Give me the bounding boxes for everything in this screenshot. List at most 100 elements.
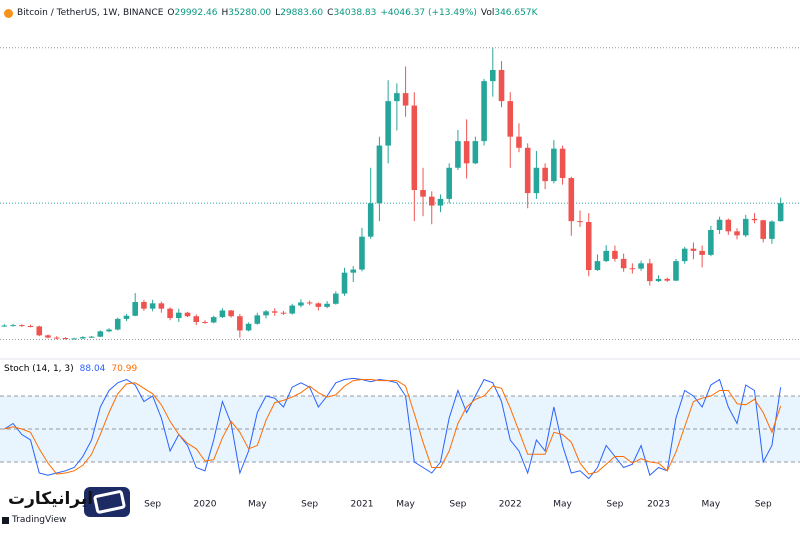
stoch-legend: Stoch (14, 1, 3) 88.04 70.99 [4,364,137,374]
candle-body [559,148,566,178]
candle-body [280,312,287,314]
stoch-value: 70.99 [111,364,138,374]
candle-body [681,248,688,262]
candle-body [472,141,479,164]
candle-body [742,218,749,236]
candle-body [289,305,295,314]
tv-logo [2,517,9,524]
candle-body [629,268,636,270]
volume-value: 346.657K [494,8,538,18]
x-tick-label: 2020 [194,500,217,510]
ohlc-stat: H35280.00 [221,8,271,18]
candle-body [734,231,740,236]
candles [1,47,784,340]
candle-body [507,101,514,137]
candle-body [62,338,69,339]
candle-body [516,136,522,148]
candle-body [333,293,339,304]
candle-body [751,218,758,221]
x-tick-label: May [553,500,572,510]
candle-body [350,269,357,273]
stat-key: H [221,8,229,18]
stat-value: 34038.83 [333,8,377,18]
candle-body [612,250,618,259]
candle-body [551,148,557,182]
candle-body [132,302,138,316]
candle-body [490,70,496,82]
candle-body [123,315,130,319]
candle-body [193,316,200,322]
candle-body [620,258,627,269]
candle-body [402,93,409,106]
x-tick-label: Sep [144,500,161,510]
symbol: Bitcoin / TetherUS, 1W, BINANCE [17,8,164,18]
candle-body [481,81,487,142]
candle-body [420,190,426,197]
candle-body [542,167,548,182]
logo-card [93,490,126,514]
candle-body [202,322,208,323]
stoch-line [4,377,782,480]
candle-body [106,329,112,332]
ohlc-stat: L29883.60 [275,8,323,18]
candle-body [114,318,121,330]
candle-body [158,303,165,309]
candle-body [36,326,43,336]
x-tick-label: May [396,500,415,510]
candle-body [585,222,592,270]
candle-body [777,203,784,222]
candle-body [263,311,269,316]
stat-key: C [327,8,334,18]
candle-body [53,337,60,339]
candle-body [524,147,531,194]
candle-body [19,325,25,327]
candle-body [176,312,182,318]
candle-body [27,326,34,327]
stat-key: L [275,8,281,18]
x-tick-label: Sep [449,500,466,510]
candle-body [463,141,470,164]
candle-body [577,221,583,223]
candle-body [568,178,575,222]
candle-body [254,315,261,324]
candle-body [306,302,313,304]
candle-body [699,250,705,255]
candle-body [210,317,217,323]
candle-body [594,261,601,270]
candle-body [88,336,95,338]
candle-body [638,263,644,269]
candle-body [455,141,461,168]
candle-body [411,105,418,190]
brand-logo: ایرانیکارت [8,489,94,509]
candle-body [385,101,391,146]
symbol-icon [4,8,13,18]
candle-body [10,325,16,327]
tradingview-mark: TradingView [12,515,67,525]
stat-value: 29883.60 [280,8,324,18]
candle-body [71,338,77,340]
x-tick-label: May [248,500,267,510]
candle-body [673,261,679,281]
candle-body [237,316,243,331]
candle-body [359,236,365,270]
candle-body [45,335,51,338]
x-tick-label: Sep [755,500,772,510]
volume-key: Vol [480,8,495,18]
candle-body [167,308,173,318]
candle-body [664,278,671,281]
candle-body [315,303,322,307]
candle-body [141,302,147,309]
candle-body [647,263,653,282]
candle-body [655,278,662,282]
candle-body [498,70,505,102]
candle-body [603,250,609,262]
candle-body [394,93,400,102]
candle-body [228,310,234,317]
candle-body [716,219,723,230]
candle-body [708,230,714,255]
candle-body [80,337,86,339]
candle-body [149,303,156,309]
candle-body [341,272,348,294]
